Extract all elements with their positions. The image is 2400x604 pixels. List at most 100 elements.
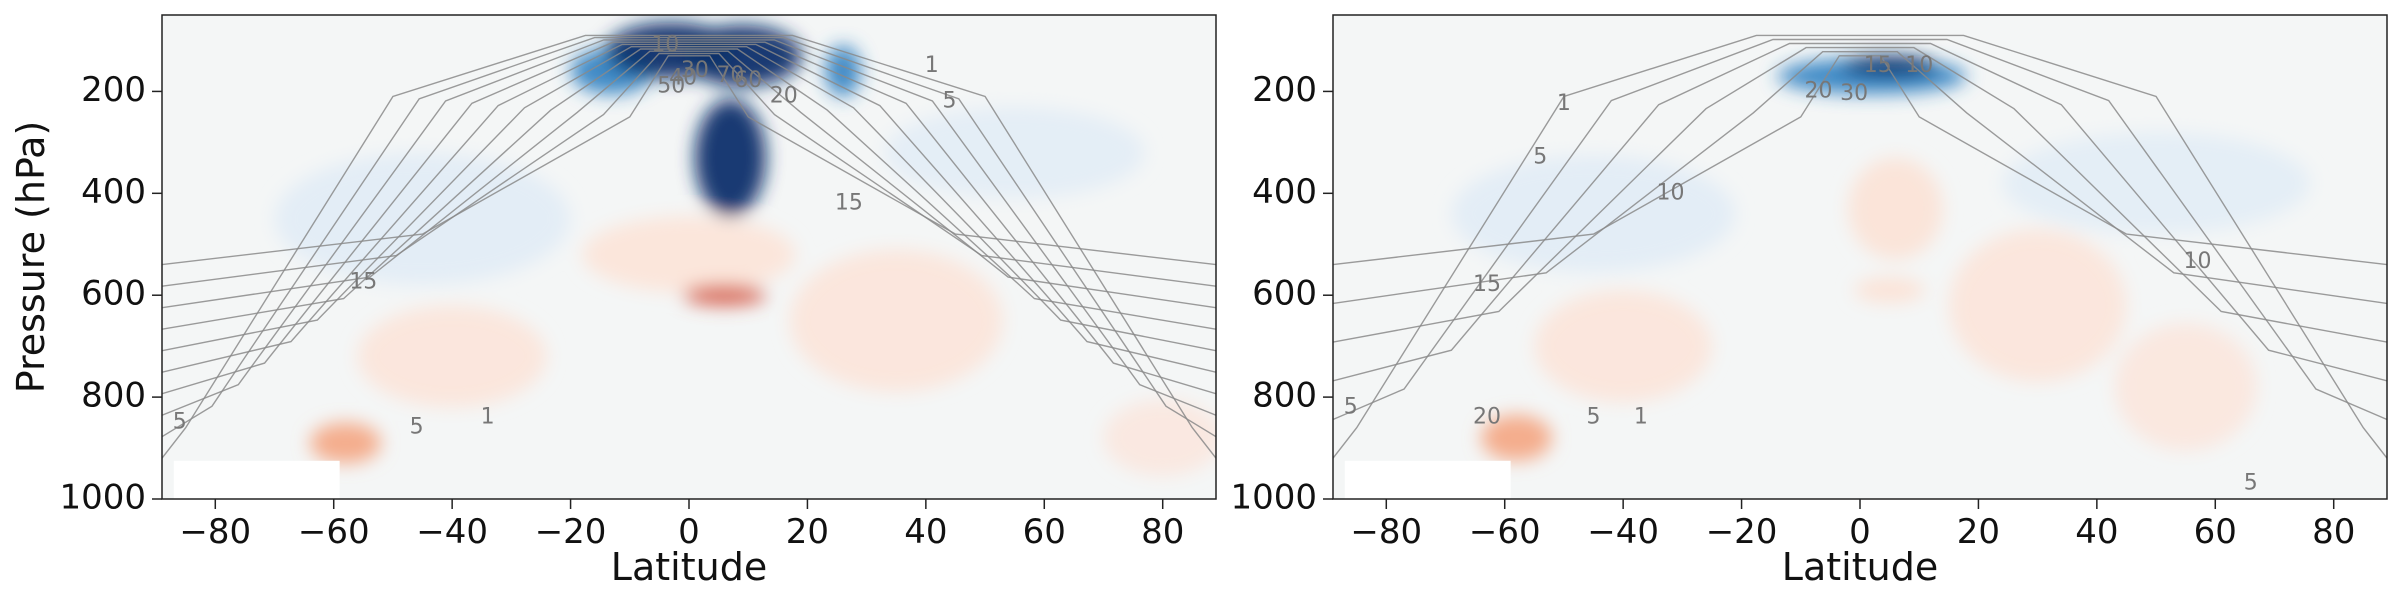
x-tick-label-left-3: −20 (535, 512, 607, 552)
fill-blobs-right (1451, 55, 2311, 461)
fill-layer-right (1344, 55, 2311, 499)
contour-layer-left (162, 34, 1216, 459)
x-tick-label-left-0: −80 (179, 512, 251, 552)
x-tick-label-left-7: 60 (1023, 512, 1066, 552)
masked-region-left (173, 460, 340, 499)
x-tick-label-left-2: −40 (416, 512, 488, 552)
y-ticks-left: 200 400 600 800 1000 (59, 70, 162, 518)
contour-line-left-5 (162, 36, 1216, 438)
contour-line-left-60 (162, 52, 1216, 287)
x-tick-label-left-8: 80 (1141, 512, 1184, 552)
contour-line-left-1 (162, 34, 1216, 459)
contour-line-right-5 (1333, 38, 2387, 421)
fill-patch-left-7 (683, 285, 766, 306)
x-ticks-left: −80 −60 −40 −20 0 20 40 60 80 (179, 499, 1184, 552)
contour-label-left-4: 70 (716, 63, 744, 88)
contour-line-left-30 (162, 46, 1216, 352)
masked-region-right (1344, 460, 1511, 499)
y-tick-label-left-2: 600 (81, 274, 146, 314)
y-tick-label-right-1: 400 (1252, 172, 1317, 212)
x-tick-label-left-5: 20 (786, 512, 829, 552)
contour-label-right-8: 15 (1473, 272, 1501, 297)
fill-blobs-left (274, 22, 1216, 477)
contour-label-right-7: 10 (2184, 249, 2212, 274)
x-tick-label-left-1: −60 (298, 512, 370, 552)
x-axis-label-left: Latitude (611, 545, 767, 589)
x-ticks-right: −80 −60 −40 −20 0 20 40 60 80 (1350, 499, 2355, 552)
y-axis-label: Pressure (hPa) (9, 121, 53, 394)
contour-label-right-5: 10 (1905, 53, 1933, 78)
contour-line-right-20 (1333, 51, 2387, 305)
y-tick-label-right-3: 800 (1252, 376, 1317, 416)
fill-patch-right-9 (2114, 323, 2257, 451)
contour-label-right-9: 20 (1473, 404, 1501, 429)
contour-label-left-12: 1 (481, 404, 495, 429)
contour-label-right-3: 30 (1840, 81, 1868, 106)
contour-line-left-15 (162, 41, 1216, 395)
y-tick-label-right-2: 600 (1252, 274, 1317, 314)
contour-label-left-10: 15 (349, 269, 377, 294)
contour-line-right-15 (1333, 46, 2387, 343)
contour-label-left-2: 40 (669, 66, 697, 91)
fill-patch-right-0 (1842, 55, 1937, 77)
contour-label-right-6: 10 (1657, 180, 1685, 205)
fill-patch-left-2 (694, 99, 766, 217)
x-tick-label-right-7: 60 (2194, 512, 2237, 552)
fill-patch-left-8 (582, 216, 796, 293)
x-axis-label-right: Latitude (1782, 545, 1938, 589)
fill-patch-right-3 (2002, 132, 2311, 235)
fill-patch-right-6 (1481, 414, 1553, 461)
x-tick-label-right-5: 20 (1957, 512, 2000, 552)
contour-label-left-3: 30 (681, 58, 709, 83)
fill-patch-right-5 (1854, 277, 1926, 303)
y-tick-label-left-1: 400 (81, 172, 146, 212)
y-tick-label-right-0: 200 (1252, 70, 1317, 110)
fill-patch-left-5 (274, 152, 571, 286)
contour-label-right-2: 20 (1805, 78, 1833, 103)
fill-patch-left-11 (789, 249, 1003, 393)
contour-label-right-4: 15 (1864, 53, 1892, 78)
x-tick-label-right-6: 40 (2075, 512, 2118, 552)
fill-patch-left-10 (357, 305, 547, 408)
fill-patch-right-7 (1534, 290, 1712, 403)
contour-label-right-1: 5 (1533, 145, 1547, 170)
fill-patch-right-8 (1948, 228, 2127, 382)
contour-line-right-30 (1333, 55, 2387, 266)
x-tick-label-right-4: 0 (1849, 512, 1871, 552)
fill-patch-left-6 (884, 106, 1145, 199)
contour-label-left-6: 20 (770, 84, 798, 109)
y-ticks-right: 200 400 600 800 1000 (1230, 70, 1333, 518)
y-tick-label-left-3: 800 (81, 376, 146, 416)
contour-label-left-8: 5 (943, 89, 957, 114)
y-tick-label-left-4: 1000 (59, 478, 146, 518)
contour-line-right-10 (1333, 42, 2387, 382)
x-tick-label-left-6: 40 (904, 512, 947, 552)
x-tick-label-left-4: 0 (678, 512, 700, 552)
contour-label-left-0: 10 (651, 33, 679, 58)
contour-label-left-13: 5 (173, 410, 187, 435)
contour-label-right-10: 5 (1587, 404, 1601, 429)
fill-layer-left (173, 22, 1216, 499)
contour-label-right-13: 5 (2244, 471, 2258, 496)
contour-line-left-10 (162, 39, 1216, 416)
contour-label-right-0: 1 (1557, 91, 1571, 116)
contour-layer-right (1333, 34, 2387, 459)
y-tick-label-left-0: 200 (81, 70, 146, 110)
contour-line-left-70 (162, 55, 1216, 266)
fill-patch-left-9 (310, 422, 382, 464)
contour-line-right-1 (1333, 34, 2387, 459)
y-tick-label-right-4: 1000 (1230, 478, 1317, 518)
contour-label-left-11: 5 (410, 415, 424, 440)
contour-label-left-7: 1 (925, 53, 939, 78)
contour-label-left-9: 15 (835, 191, 863, 216)
fill-patch-right-2 (1451, 155, 1736, 273)
contour-label-left-5: 60 (734, 68, 762, 93)
contour-line-left-40 (162, 48, 1216, 330)
x-tick-label-right-0: −80 (1350, 512, 1422, 552)
